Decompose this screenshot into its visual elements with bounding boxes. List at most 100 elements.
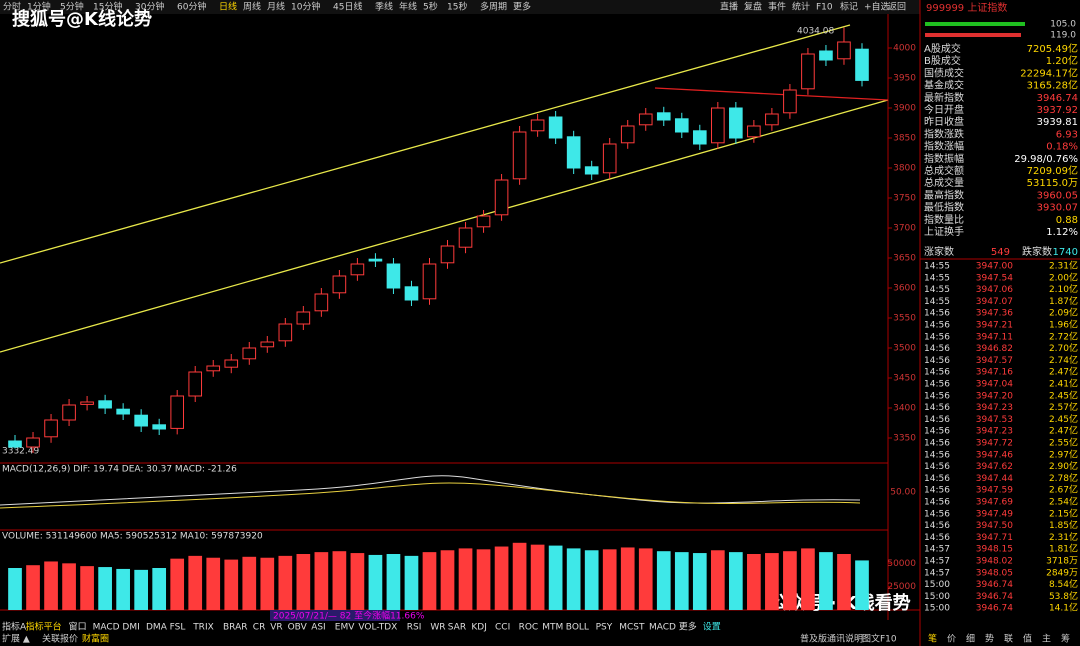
toolbar-item[interactable]: 统计 [792,1,810,13]
tick-volume: 1.87亿 [1049,295,1078,307]
quote-value: 0.18% [1046,142,1078,153]
toolbar-item[interactable]: 45日线 [333,1,362,13]
indicator-tab[interactable]: 窗口 [69,621,87,633]
tick-price: 3947.72 [976,439,1013,449]
toolbar-item[interactable]: 分时 [3,1,21,13]
volume-bar [494,546,509,610]
y-tick-label: 3600 [893,284,916,294]
panel-tab[interactable]: 筹 [1061,633,1070,645]
toolbar-item[interactable]: 周线 [243,1,261,13]
candle-body [332,275,347,294]
volume-bar [440,550,455,610]
tick-volume: 2.67亿 [1049,484,1078,496]
indicator-tab[interactable]: PSY [596,623,613,633]
indicator-tab[interactable]: ROC [519,623,539,633]
indicator-tab[interactable]: FSL [170,623,186,633]
tick-volume: 2.45亿 [1049,413,1078,425]
toolbar-item[interactable]: 30分钟 [135,1,164,13]
volume-bar [350,553,365,610]
volume-bar [710,550,725,610]
tick-volume: 3718万 [1046,557,1078,567]
indicator-tab[interactable]: CR [253,623,266,633]
toolbar-item[interactable]: 多周期 [480,1,507,13]
tick-time: 14:56 [924,380,950,390]
toolbar-item[interactable]: 10分钟 [291,1,320,13]
tick-volume: 8.54亿 [1049,578,1078,590]
toolbar-item[interactable]: 季线 [375,1,393,13]
panel-tab[interactable]: 值 [1023,633,1032,645]
toolbar-item[interactable]: 月线 [267,1,285,13]
tick-time: 14:56 [924,450,950,460]
status-item[interactable]: 扩展 ▲ [2,633,30,645]
panel-tab[interactable]: 主 [1042,633,1051,645]
toolbar-item[interactable]: 返回 [888,1,906,13]
indicator-tab[interactable]: 指标A [2,621,27,633]
panel-tab[interactable]: 势 [985,633,994,645]
panel-tab[interactable]: 价 [947,634,956,645]
toolbar-item[interactable]: 事件 [768,1,786,13]
candle-body [602,143,617,174]
indicator-tab[interactable]: 设置 [703,622,721,633]
indicator-tab[interactable]: MCST [619,623,645,633]
indicator-tab[interactable]: MTM [542,623,563,633]
toolbar-item[interactable]: 1分钟 [27,1,51,13]
bar [925,22,1025,26]
toolbar-item[interactable]: 日线 [219,1,237,13]
indicator-tab[interactable]: RSI [407,623,422,633]
indicator-tab[interactable]: TRIX [192,623,214,633]
toolbar-item[interactable]: +自选 [864,1,890,13]
indicator-tab[interactable]: DMA [146,623,168,633]
indicator-tab[interactable]: CCI [495,623,510,633]
indicator-tab[interactable]: MACD [93,623,120,633]
y-tick-label: 3400 [893,404,916,414]
candle-body [729,107,743,139]
indicator-tab[interactable]: WR [430,623,445,633]
footer-item: 图文F10 [862,633,897,645]
toolbar-item[interactable]: 标记 [840,1,858,13]
status-item[interactable]: 财富圈 [82,633,109,645]
indicator-tab[interactable]: ASI [311,623,326,633]
y-tick-label: 3950 [893,74,916,84]
indicator-tab[interactable]: KDJ [471,623,487,633]
tick-volume: 2.45亿 [1049,389,1078,401]
indicator-tab[interactable]: VOL-TDX [358,623,397,633]
panel-tab[interactable]: 联 [1004,634,1013,645]
tick-time: 14:56 [924,415,950,425]
toolbar-item[interactable]: 直播 [720,1,738,13]
indicator-tab[interactable]: EMV [335,623,355,633]
toolbar-item[interactable]: 15秒 [447,1,467,13]
toolbar-item[interactable]: 15分钟 [93,1,122,13]
indicator-tab[interactable]: 更多 [679,621,697,633]
quote-value: 1.12% [1046,227,1078,238]
toolbar-item[interactable]: 更多 [513,1,531,13]
toolbar-item[interactable]: F10 [816,3,833,13]
toolbar-item[interactable]: 60分钟 [177,1,206,13]
panel-tab[interactable]: 细 [966,633,975,645]
toolbar [0,0,920,14]
indicator-tab[interactable]: 指标平台 [26,621,62,633]
tick-time: 14:56 [924,533,950,543]
indicator-tab[interactable]: OBV [288,623,308,633]
panel-tab[interactable]: 笔 [928,633,937,645]
trend-line [654,87,889,101]
indicator-tab[interactable]: VR [270,623,282,633]
status-item[interactable]: 关联报价 [42,633,78,645]
toolbar-item[interactable]: 年线 [399,1,417,13]
toolbar-item[interactable]: 5分钟 [60,1,84,13]
toolbar-item[interactable]: 复盘 [744,1,762,13]
toolbar-item[interactable]: 5秒 [423,1,438,13]
footer-item: 普及版通讯说明 [800,633,863,645]
candle-body [368,258,383,262]
vol-tick-label: 25000 [887,582,916,592]
indicator-tab[interactable]: MACD [649,623,676,633]
tick-volume: 2.31亿 [1049,260,1078,272]
indicator-tab[interactable]: DMI [122,623,139,633]
tick-time: 15:00 [924,580,950,590]
bar-value: 105.0 [1050,20,1076,30]
indicator-tab[interactable]: BOLL [566,623,589,633]
indicator-tab[interactable]: BRAR [223,623,247,633]
quote-label: 今日开盘 [924,103,964,116]
indicator-tab[interactable]: SAR [448,623,466,633]
candle-body [26,437,40,448]
